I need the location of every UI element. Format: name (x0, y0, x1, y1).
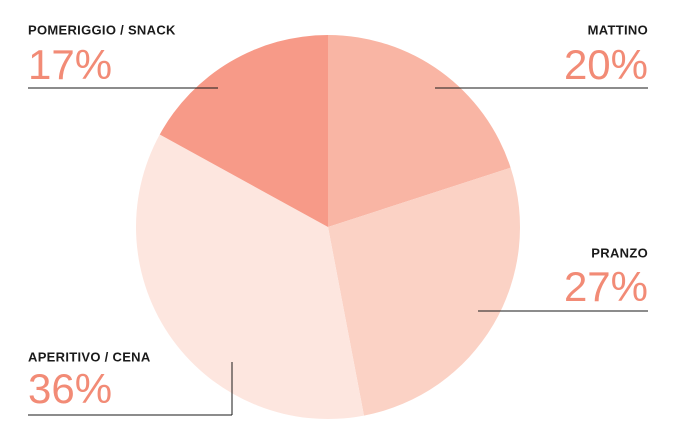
slice-name: PRANZO (591, 245, 648, 260)
slice-value-label: 36% (28, 365, 112, 412)
pie-slice (328, 167, 520, 416)
slice-name: POMERIGGIO / SNACK (28, 22, 176, 37)
slice-value-label: 20% (564, 41, 648, 88)
pie-slice (159, 35, 328, 227)
pie-slice (135, 134, 364, 420)
pie-slice (328, 35, 511, 227)
slice-name: MATTINO (588, 22, 648, 37)
slice-value-label: 17% (28, 41, 112, 88)
slice-value-label: 27% (564, 263, 648, 310)
slice-name: APERITIVO / CENA (28, 349, 151, 364)
